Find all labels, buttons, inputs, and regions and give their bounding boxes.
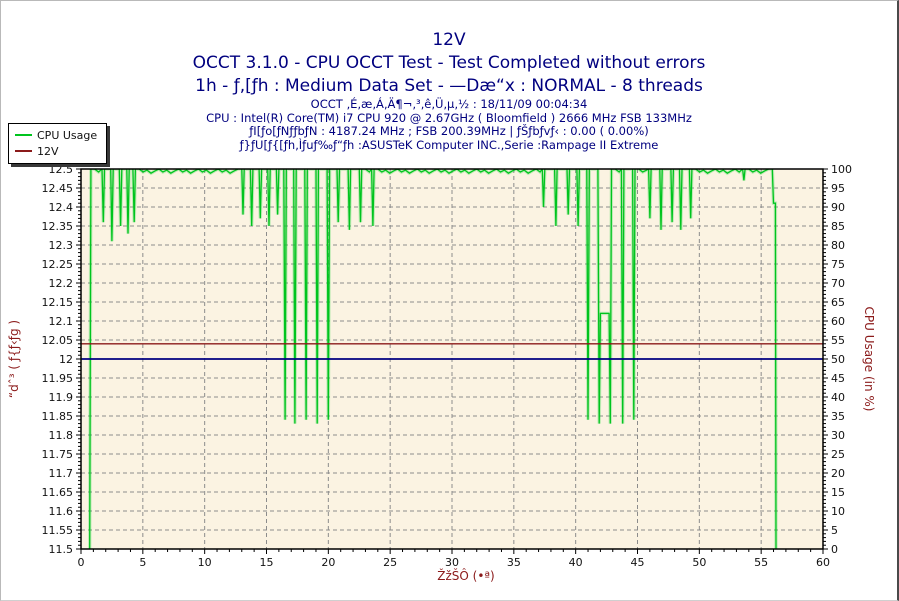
axis-ticks [76, 168, 828, 554]
legend-label-cpu-usage: CPU Usage [37, 128, 98, 142]
svg-text:30: 30 [445, 556, 459, 569]
svg-text:65: 65 [831, 296, 845, 309]
svg-text:12.45: 12.45 [42, 182, 74, 195]
legend-box: CPU Usage 12V [8, 123, 108, 164]
svg-text:11.7: 11.7 [49, 467, 74, 480]
svg-text:10: 10 [198, 556, 212, 569]
svg-text:11.75: 11.75 [42, 448, 74, 461]
left-axis-title: “dˆ³ ( ƒ{ƒ‹ƒg ) [7, 320, 21, 398]
svg-text:60: 60 [831, 315, 845, 328]
svg-text:12.1: 12.1 [49, 315, 74, 328]
svg-text:12.25: 12.25 [42, 258, 74, 271]
svg-text:12.4: 12.4 [49, 201, 74, 214]
svg-text:12.5: 12.5 [49, 163, 74, 176]
svg-text:30: 30 [831, 429, 845, 442]
info-line-motherboard: ƒ}ƒU[ƒ{[ƒh‚Ìƒuƒ‰ƒ“ƒh :ASUSTeK Computer I… [239, 137, 659, 152]
svg-text:80: 80 [831, 239, 845, 252]
twelve-volt-line-swatch [15, 150, 32, 152]
svg-text:11.85: 11.85 [42, 410, 74, 423]
legend-item-cpu-usage: CPU Usage [15, 127, 97, 143]
svg-text:0: 0 [78, 556, 85, 569]
svg-text:12.2: 12.2 [49, 277, 74, 290]
svg-text:11.8: 11.8 [49, 429, 74, 442]
legend-item-12v: 12V [15, 143, 97, 159]
svg-text:100: 100 [831, 163, 852, 176]
svg-text:95: 95 [831, 182, 845, 195]
svg-text:55: 55 [754, 556, 768, 569]
info-line-cpu: CPU : Intel(R) Core(TM) i7 CPU 920 @ 2.6… [206, 110, 692, 125]
svg-text:15: 15 [260, 556, 274, 569]
svg-text:55: 55 [831, 334, 845, 347]
chart-subtitle-test: OCCT 3.1.0 - CPU OCCT Test - Test Comple… [192, 53, 706, 73]
svg-text:12.15: 12.15 [42, 296, 74, 309]
svg-text:12.05: 12.05 [42, 334, 74, 347]
svg-text:40: 40 [569, 556, 583, 569]
svg-text:75: 75 [831, 258, 845, 271]
svg-text:11.95: 11.95 [42, 372, 74, 385]
svg-text:25: 25 [831, 448, 845, 461]
svg-text:60: 60 [816, 556, 830, 569]
chart-subtitle-mode: 1h - ƒ‚[ƒh : Medium Data Set - —Dæ“x : N… [195, 76, 703, 96]
svg-text:11.55: 11.55 [42, 524, 74, 537]
svg-text:20: 20 [321, 556, 335, 569]
svg-text:70: 70 [831, 277, 845, 290]
svg-text:45: 45 [631, 556, 645, 569]
svg-text:90: 90 [831, 201, 845, 214]
svg-text:45: 45 [831, 372, 845, 385]
svg-text:25: 25 [383, 556, 397, 569]
svg-text:0: 0 [831, 543, 838, 556]
x-axis-title: ŽžŠÔ (•ª) [437, 568, 495, 583]
chart-header: 12V OCCT 3.1.0 - CPU OCCT Test - Test Co… [1, 29, 897, 152]
info-line-generated: OCCT ‚É‚æ‚Á‚Ä¶¬‚³‚ê‚Ü‚µ‚½ : 18/11/09 00:… [310, 97, 588, 111]
svg-text:11.5: 11.5 [49, 543, 74, 556]
svg-text:50: 50 [692, 556, 706, 569]
svg-text:50: 50 [831, 353, 845, 366]
svg-text:12.3: 12.3 [49, 239, 74, 252]
svg-text:40: 40 [831, 391, 845, 404]
svg-text:11.9: 11.9 [49, 391, 74, 404]
gridlines [81, 169, 823, 549]
svg-text:20: 20 [831, 467, 845, 480]
svg-text:12: 12 [59, 353, 73, 366]
cpu-usage-line-swatch [15, 134, 32, 136]
svg-text:12.35: 12.35 [42, 220, 74, 233]
svg-text:5: 5 [139, 556, 146, 569]
info-line-overclock: ƒI[ƒo[ƒNƒƒbƒN : 4187.24 MHz ; FSB 200.39… [249, 124, 649, 138]
right-axis-title: CPU Usage (in %) [862, 307, 876, 412]
legend-label-12v: 12V [37, 144, 59, 158]
svg-text:15: 15 [831, 486, 845, 499]
svg-text:11.65: 11.65 [42, 486, 74, 499]
svg-text:85: 85 [831, 220, 845, 233]
svg-text:5: 5 [831, 524, 838, 537]
svg-text:10: 10 [831, 505, 845, 518]
axis-tick-labels: 12.512.4512.412.3512.312.2512.212.1512.1… [42, 163, 853, 569]
chart-title: 12V [432, 30, 466, 50]
svg-text:35: 35 [831, 410, 845, 423]
svg-text:35: 35 [507, 556, 521, 569]
svg-text:11.6: 11.6 [49, 505, 74, 518]
